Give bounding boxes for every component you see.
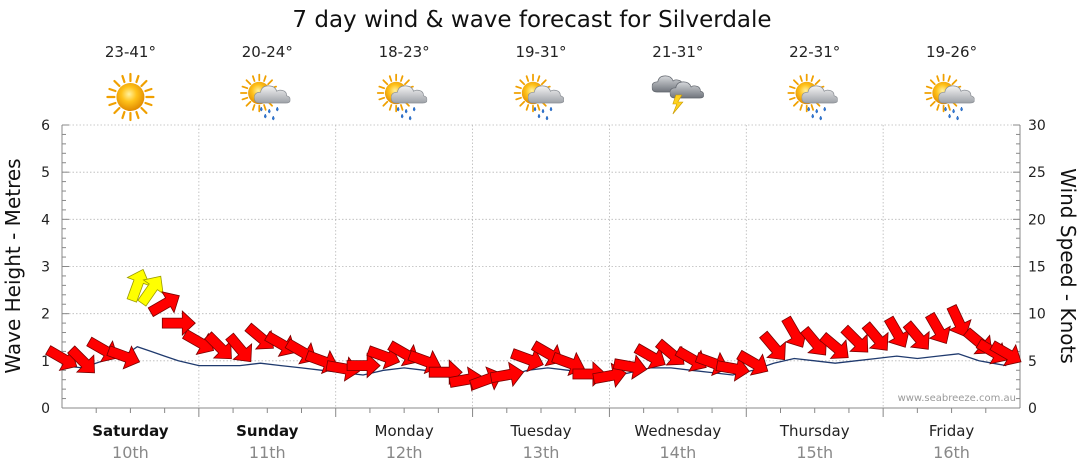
sun-cloud-rain-icon — [787, 73, 838, 121]
right-tick-label: 30 — [1028, 118, 1046, 134]
day-date: 15th — [796, 443, 833, 462]
left-tick-label: 1 — [41, 354, 50, 370]
wind-arrow — [883, 315, 910, 348]
wind-arrow — [126, 268, 151, 303]
wind-arrow — [925, 311, 951, 345]
day-temp: 22-31° — [789, 43, 840, 61]
day-date: 10th — [112, 443, 149, 462]
wind-arrow — [225, 332, 253, 363]
day-temp: 19-31° — [515, 43, 566, 61]
day-date: 16th — [933, 443, 970, 462]
left-tick-label: 5 — [41, 165, 50, 181]
right-tick-label: 5 — [1028, 354, 1037, 370]
left-tick-label: 6 — [41, 118, 50, 134]
cloud-lightning-icon — [651, 75, 704, 115]
day-name: Wednesday — [634, 422, 721, 440]
right-tick-label: 25 — [1028, 165, 1046, 181]
day-temp: 21-31° — [652, 43, 703, 61]
wind-arrow — [715, 356, 750, 382]
right-tick-label: 15 — [1028, 260, 1046, 276]
sun-icon — [106, 72, 155, 122]
day-name: Friday — [929, 422, 975, 440]
right-axis-ticks: 0 5 10 15 20 25 30 — [1013, 118, 1046, 417]
wind-arrow — [203, 331, 232, 360]
wind-arrow — [510, 347, 544, 373]
wind-arrow — [264, 331, 297, 357]
sun-cloud-rain-icon — [376, 73, 428, 121]
wind-arrow — [612, 354, 648, 380]
day-name: Monday — [375, 422, 434, 440]
day-temp: 19-26° — [926, 43, 977, 61]
day-name: Saturday — [92, 422, 169, 440]
wind-arrow — [946, 304, 972, 338]
wind-arrow — [45, 345, 78, 371]
wind-arrow — [633, 343, 666, 370]
left-tick-label: 4 — [41, 212, 50, 228]
left-tick-label: 3 — [41, 260, 50, 276]
wind-arrow — [989, 340, 1022, 367]
left-axis-label: Wave Height - Metres — [1, 158, 25, 373]
wind-arrow — [736, 349, 769, 376]
day-temp: 20-24° — [242, 43, 293, 61]
wind-arrow — [161, 310, 196, 337]
day-temp: 23-41° — [105, 43, 156, 61]
wind-arrow — [489, 361, 525, 388]
day-date: 11th — [249, 443, 286, 462]
wind-arrow — [902, 320, 930, 350]
chart-title: 7 day wind & wave forecast for Silverdal… — [292, 7, 771, 33]
day-name: Thursday — [779, 422, 850, 440]
wind-arrow — [67, 345, 95, 374]
wind-arrow — [759, 330, 786, 361]
daily-temperatures: 23-41° 20-24° 18-23° 19-31° 21-31° 22-31° 19-2… — [105, 43, 977, 61]
right-tick-label: 10 — [1028, 307, 1046, 323]
right-axis-label: Wind Speed - Knots — [1056, 168, 1080, 364]
sun-cloud-rain-icon — [513, 73, 564, 121]
day-date: 13th — [523, 443, 560, 462]
day-temp: 18-23° — [379, 43, 430, 61]
right-tick-label: 0 — [1028, 401, 1037, 417]
wind-arrow — [137, 275, 164, 307]
right-tick-label: 20 — [1028, 212, 1046, 228]
wind-arrow — [346, 352, 381, 379]
wind-arrow — [840, 324, 869, 353]
day-date: 12th — [386, 443, 423, 462]
sun-cloud-rain-icon — [240, 73, 291, 121]
day-date: 14th — [659, 443, 696, 462]
left-tick-label: 2 — [41, 307, 50, 323]
sun-cloud-rain-icon — [924, 73, 975, 121]
wind-arrow — [861, 321, 889, 351]
wind-arrow — [106, 345, 141, 370]
wind-arrows — [45, 268, 1022, 392]
day-name: Tuesday — [509, 422, 571, 440]
wind-arrow — [147, 291, 180, 318]
weather-icons — [106, 72, 975, 122]
day-name: Sunday — [236, 422, 299, 440]
wind-arrow — [819, 332, 849, 359]
watermark: www.seabreeze.com.au — [898, 393, 1016, 404]
left-tick-label: 0 — [41, 401, 50, 417]
day-labels: Saturday 10th Sunday 11th Monday 12th Tuesday 1… — [92, 422, 974, 462]
